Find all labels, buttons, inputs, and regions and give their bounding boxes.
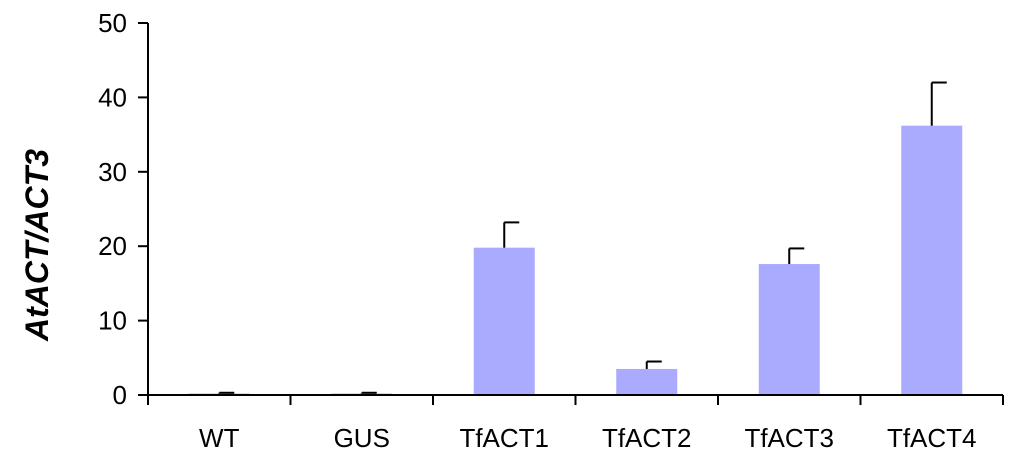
bar — [758, 264, 820, 395]
y-axis-title: AtACT/ACT3 — [19, 149, 55, 342]
y-ticks-layer: 0 10 20 30 40 50 — [98, 8, 148, 410]
y-tick-label: 50 — [98, 8, 127, 38]
x-tick-label: GUS — [334, 423, 390, 453]
x-tick-label: WT — [199, 423, 240, 453]
bar — [901, 125, 963, 395]
x-tick-label: TfACT4 — [887, 423, 977, 453]
x-tick-label: TfACT2 — [602, 423, 692, 453]
y-tick-label: 30 — [98, 157, 127, 187]
bar — [616, 368, 678, 395]
axes-layer — [138, 23, 1004, 405]
bars-layer — [188, 125, 963, 395]
x-tick-label: TfACT3 — [744, 423, 834, 453]
bar — [473, 247, 535, 395]
y-tick-label: 10 — [98, 306, 127, 336]
y-tick-label: 40 — [98, 82, 127, 112]
y-tick-label: 20 — [98, 231, 127, 261]
x-tick-label: TfACT1 — [459, 423, 549, 453]
x-labels-layer: WT GUS TfACT1 TfACT2 TfACT3 TfACT4 — [199, 423, 977, 453]
error-bars-layer — [218, 81, 947, 394]
y-tick-label: 0 — [113, 380, 127, 410]
